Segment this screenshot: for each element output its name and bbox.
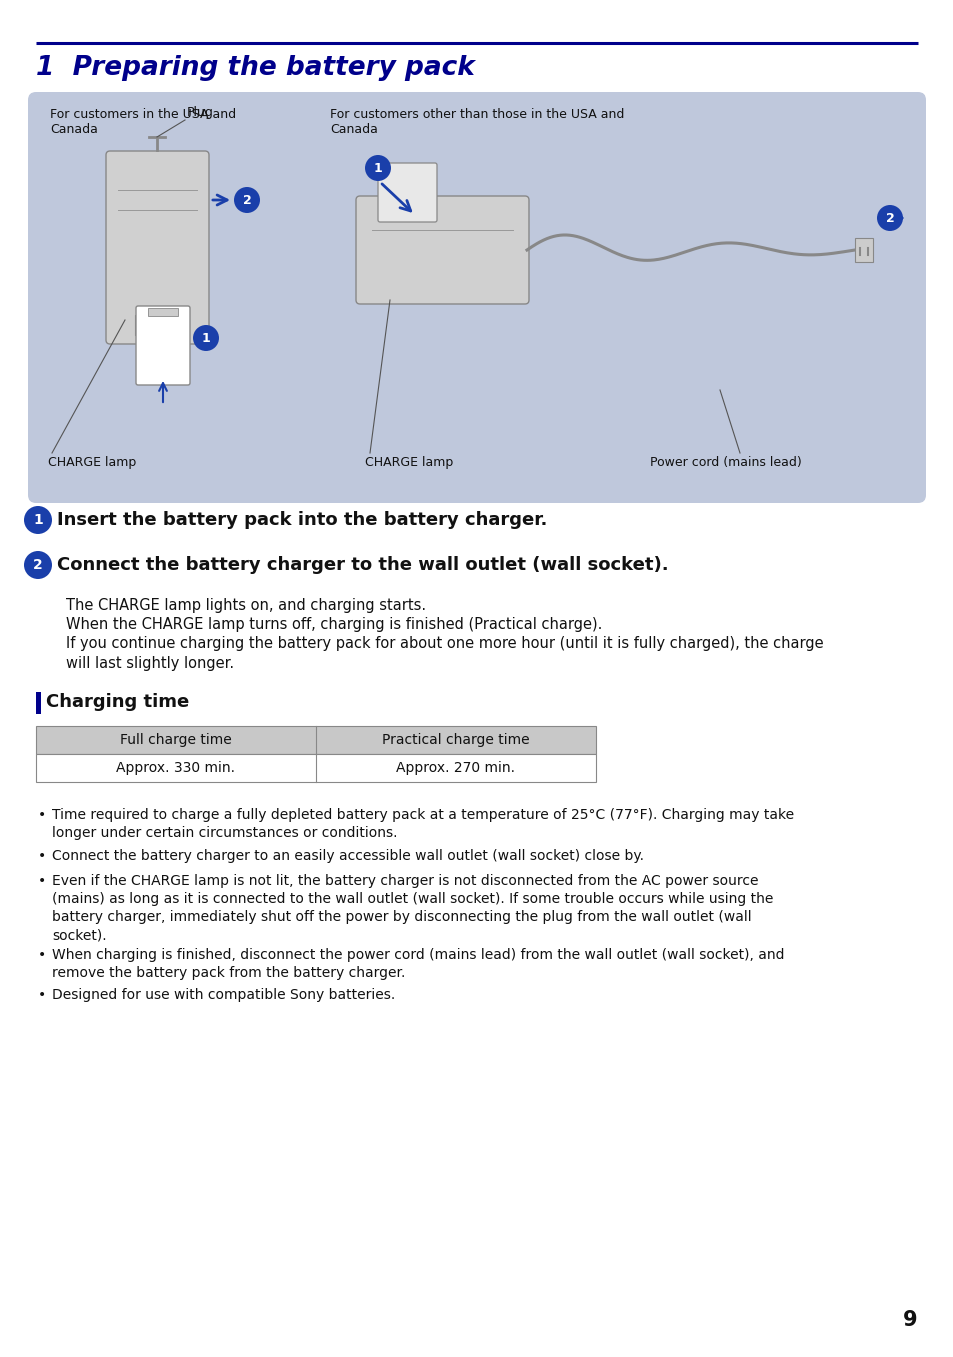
FancyBboxPatch shape (355, 195, 529, 304)
Text: 2: 2 (884, 212, 893, 224)
Text: For customers in the USA and
Canada: For customers in the USA and Canada (50, 109, 236, 136)
Circle shape (24, 551, 52, 579)
Text: For customers other than those in the USA and
Canada: For customers other than those in the US… (330, 109, 623, 136)
Text: •: • (38, 807, 46, 822)
Text: Even if the CHARGE lamp is not lit, the battery charger is not disconnected from: Even if the CHARGE lamp is not lit, the … (52, 874, 773, 942)
Text: Power cord (mains lead): Power cord (mains lead) (649, 456, 801, 470)
Text: 2: 2 (33, 558, 43, 573)
Text: •: • (38, 947, 46, 962)
Circle shape (365, 155, 391, 180)
Bar (854, 237, 872, 262)
Text: •: • (38, 849, 46, 863)
Text: 1: 1 (374, 161, 382, 175)
Text: Connect the battery charger to an easily accessible wall outlet (wall socket) cl: Connect the battery charger to an easily… (52, 849, 643, 863)
Text: Plug: Plug (187, 106, 213, 119)
Circle shape (233, 187, 260, 213)
Text: Time required to charge a fully depleted battery pack at a temperature of 25°C (: Time required to charge a fully depleted… (52, 807, 793, 840)
Text: Full charge time: Full charge time (120, 733, 232, 746)
Text: Designed for use with compatible Sony batteries.: Designed for use with compatible Sony ba… (52, 988, 395, 1003)
Text: 9: 9 (902, 1310, 917, 1330)
FancyBboxPatch shape (106, 151, 209, 345)
Bar (135, 315, 180, 335)
Text: When charging is finished, disconnect the power cord (mains lead) from the wall : When charging is finished, disconnect th… (52, 947, 783, 980)
Bar (36, 754, 596, 782)
Text: 2: 2 (242, 194, 251, 206)
Text: The CHARGE lamp lights on, and charging starts.: The CHARGE lamp lights on, and charging … (66, 598, 426, 613)
Text: Charging time: Charging time (46, 693, 189, 711)
Text: 1  Preparing the battery pack: 1 Preparing the battery pack (36, 56, 475, 81)
Bar (36, 692, 41, 714)
Text: When the CHARGE lamp turns off, charging is finished (Practical charge).: When the CHARGE lamp turns off, charging… (66, 617, 601, 632)
Text: If you continue charging the battery pack for about one more hour (until it is f: If you continue charging the battery pac… (66, 636, 822, 672)
Circle shape (193, 324, 219, 351)
FancyBboxPatch shape (377, 163, 436, 223)
Text: CHARGE lamp: CHARGE lamp (48, 456, 136, 470)
FancyBboxPatch shape (28, 92, 925, 503)
Text: CHARGE lamp: CHARGE lamp (365, 456, 453, 470)
FancyBboxPatch shape (136, 305, 190, 385)
Text: 1: 1 (201, 331, 211, 345)
Text: •: • (38, 874, 46, 887)
Text: Approx. 330 min.: Approx. 330 min. (116, 761, 235, 775)
Text: Insert the battery pack into the battery charger.: Insert the battery pack into the battery… (57, 512, 547, 529)
Text: Connect the battery charger to the wall outlet (wall socket).: Connect the battery charger to the wall … (57, 556, 668, 574)
Text: Approx. 270 min.: Approx. 270 min. (396, 761, 515, 775)
Circle shape (876, 205, 902, 231)
Text: 1: 1 (33, 513, 43, 527)
Bar (148, 308, 178, 316)
Text: •: • (38, 988, 46, 1003)
Bar (36, 726, 596, 754)
Circle shape (24, 506, 52, 535)
Text: Practical charge time: Practical charge time (382, 733, 529, 746)
